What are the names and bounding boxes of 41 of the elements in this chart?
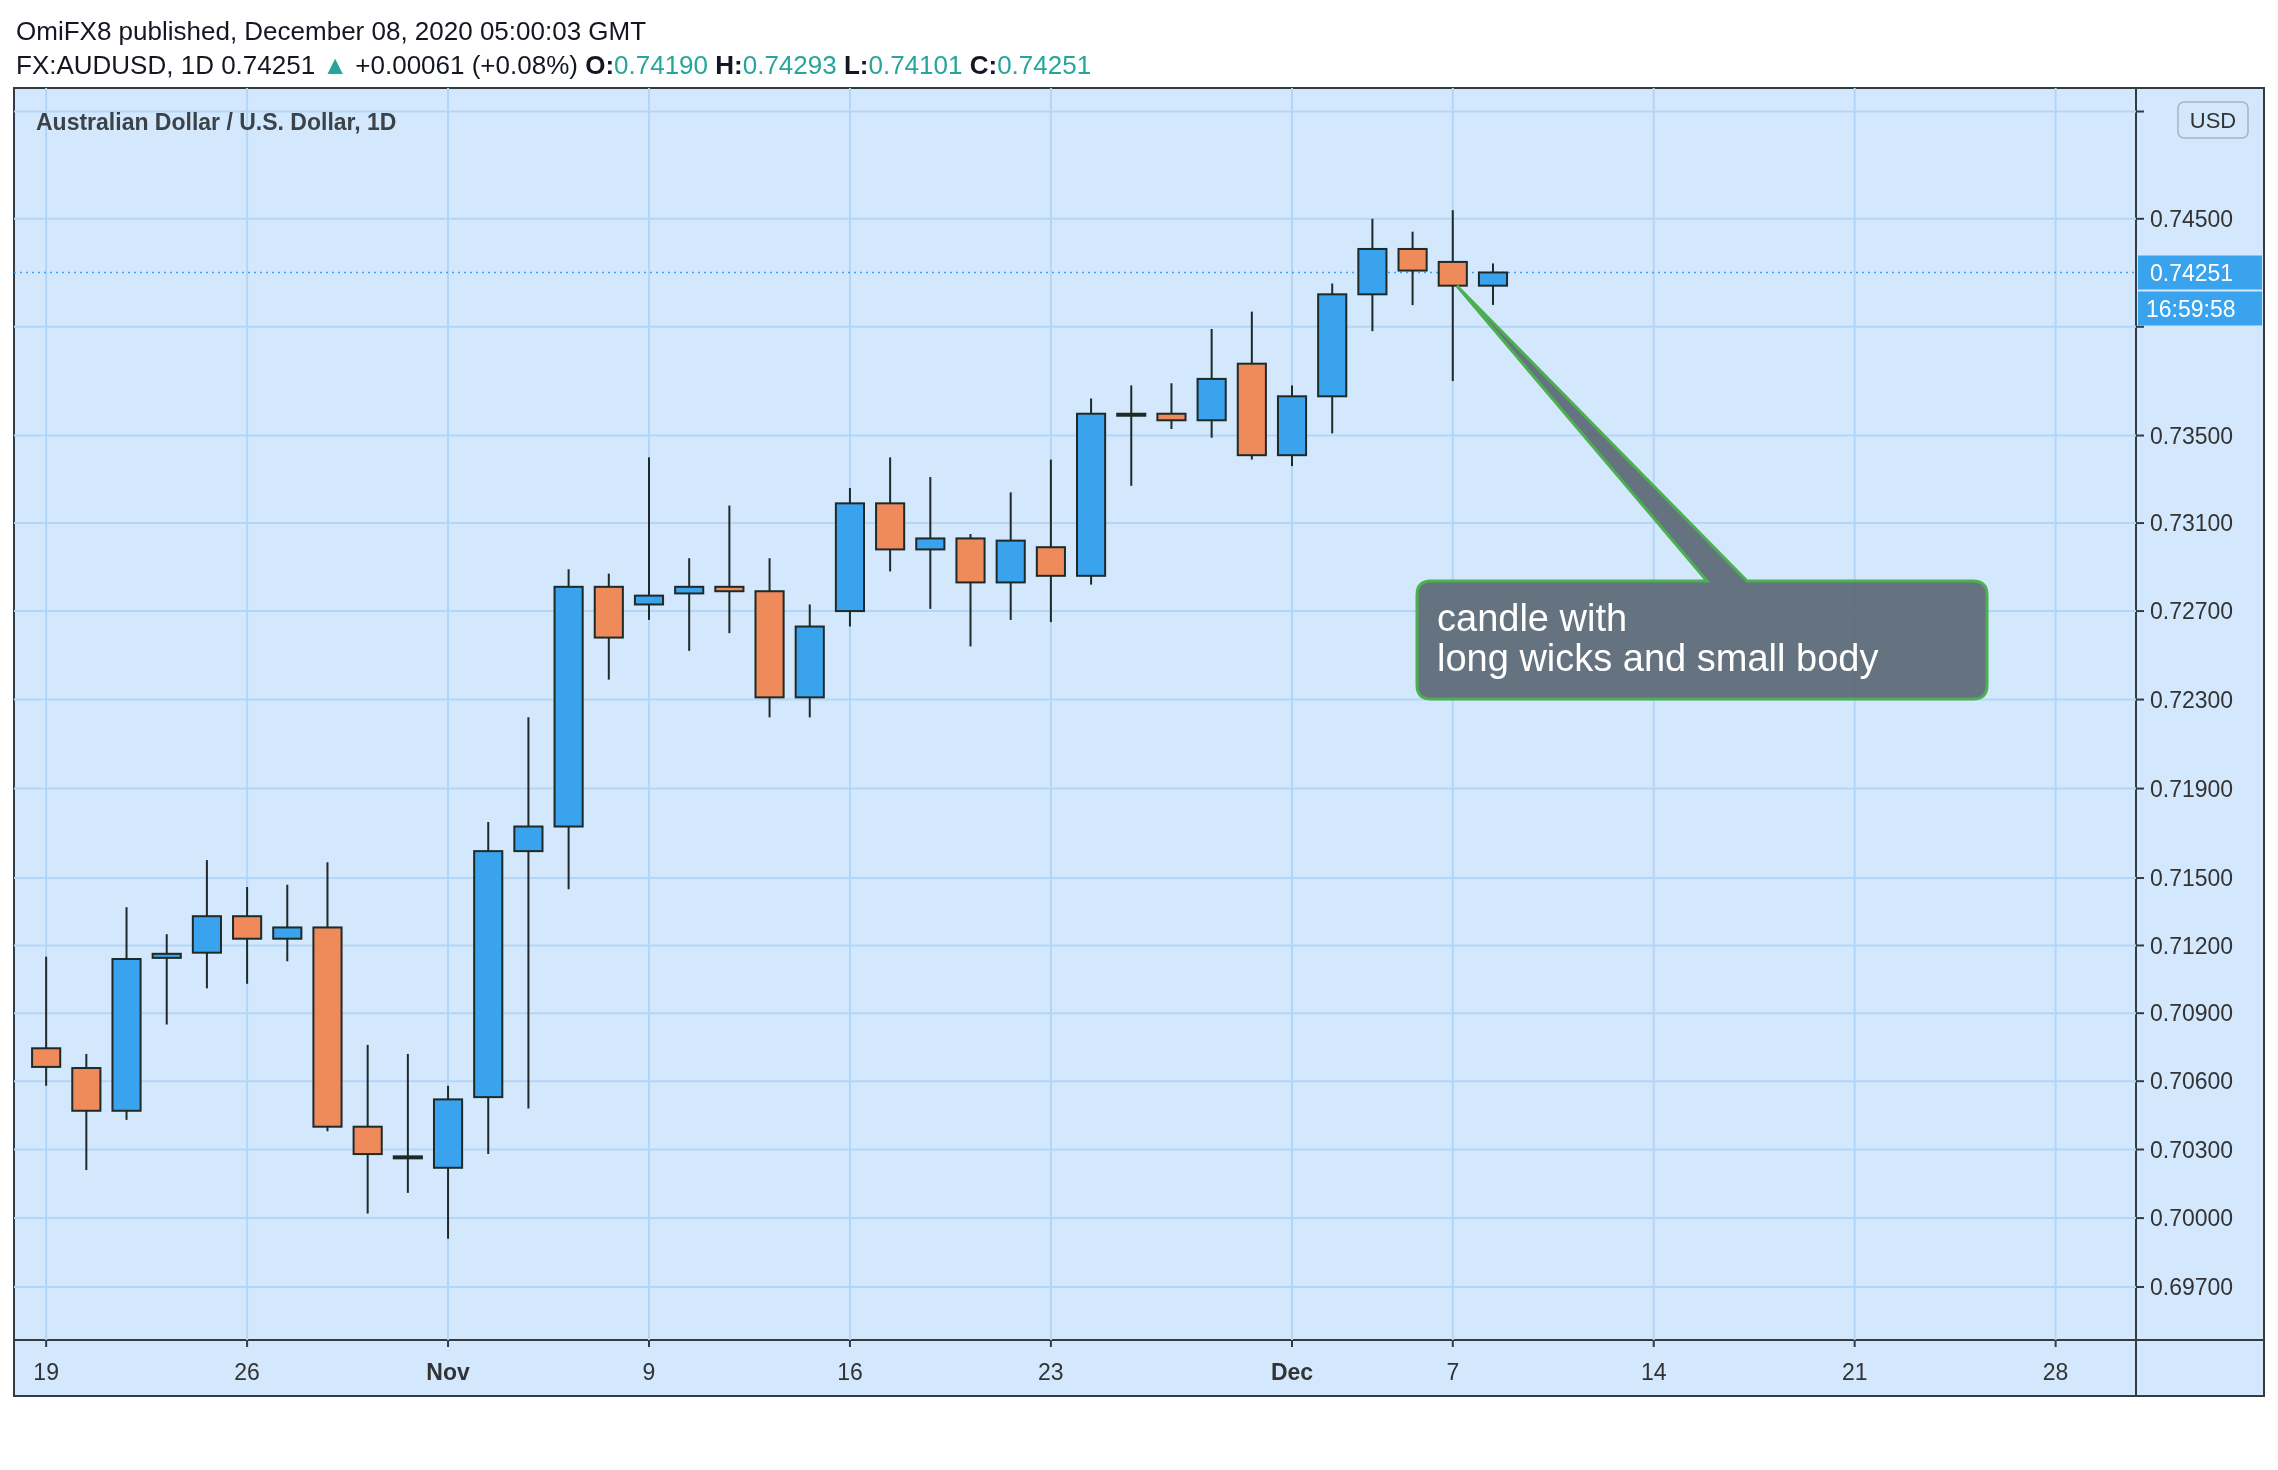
annotation: Australian Dollar / U.S. Dollar, 1D xyxy=(36,109,397,135)
x-tick-label: 26 xyxy=(234,1359,260,1385)
x-tick-label: 23 xyxy=(1038,1359,1064,1385)
candlestick xyxy=(272,883,303,963)
candlestick xyxy=(915,476,946,610)
x-tick-label: 9 xyxy=(642,1359,656,1385)
y-tick-label: 0.71900 xyxy=(2150,775,2234,802)
annotation: candle with long wicks and small body xyxy=(1437,597,1879,679)
y-tick-label: 0.72300 xyxy=(2150,686,2234,713)
text: FX:AUDUSD, 1D 0.74251 ▲ +0.00061 (+0.08%) O:0.74190 H:0.74293 L:0.74101 C:0.74251 xyxy=(16,50,1092,80)
x-tick-label: 7 xyxy=(1446,1359,1460,1385)
y-tick-label: 0.69700 xyxy=(2150,1274,2234,1301)
candlestick xyxy=(633,456,665,621)
candlestick xyxy=(392,1052,423,1194)
chart-title: OmiFX8 published, December 08, 2020 05:00:03 GMT xyxy=(16,16,647,46)
x-tick-label: Dec xyxy=(1270,1359,1314,1385)
currency-tag: USD xyxy=(2177,101,2249,139)
text: 16:59:58 xyxy=(2146,295,2236,322)
x-tick-label: 19 xyxy=(33,1359,59,1385)
y-tick-label: 0.70000 xyxy=(2150,1205,2234,1232)
x-tick-label: 16 xyxy=(837,1359,863,1385)
candlestick xyxy=(513,716,544,1110)
x-tick-label: 21 xyxy=(1841,1359,1868,1385)
y-tick-label: 0.70900 xyxy=(2150,1000,2234,1027)
x-tick-label: 28 xyxy=(2042,1359,2069,1385)
x-tick-label: 14 xyxy=(1640,1359,1667,1385)
ref-line-label: 0.74251 xyxy=(2150,259,2234,286)
y-tick-label: 0.72700 xyxy=(2150,598,2234,625)
candlestick xyxy=(1116,384,1147,487)
y-tick-label: 0.70300 xyxy=(2150,1136,2234,1163)
y-tick-label: 0.71200 xyxy=(2150,932,2234,959)
candlestick xyxy=(714,504,745,635)
candlestick xyxy=(151,933,182,1026)
y-tick-label: 0.73500 xyxy=(2150,422,2234,449)
y-tick-label: 0.73100 xyxy=(2150,510,2234,537)
y-tick-label: 0.74500 xyxy=(2150,205,2234,232)
x-tick-label: Nov xyxy=(426,1359,470,1385)
candlestick xyxy=(1156,382,1187,430)
y-tick-label: 0.70600 xyxy=(2150,1068,2234,1095)
y-tick-label: 0.71500 xyxy=(2150,865,2234,892)
candlestick xyxy=(674,557,705,652)
